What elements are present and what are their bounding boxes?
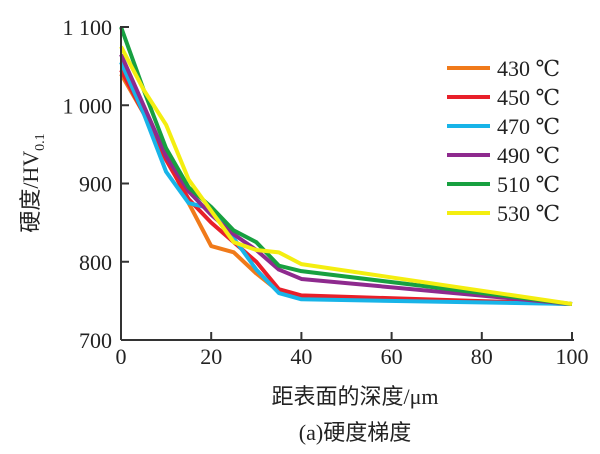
legend-label: 510 ℃ [497, 172, 560, 197]
y-axis-label: 硬度/HV0.1 [18, 133, 48, 232]
legend-label: 470 ℃ [497, 114, 560, 139]
chart-title: (a)硬度梯度 [299, 420, 411, 445]
series-line-530 [119, 45, 573, 306]
y-tick-label: 700 [79, 328, 112, 353]
legend-label: 430 ℃ [497, 56, 560, 81]
y-tick-label: 1 000 [63, 93, 113, 118]
x-tick-label: 60 [381, 344, 403, 369]
series-line-510 [119, 26, 573, 306]
y-tick-label: 800 [79, 250, 112, 275]
y-tick-label: 900 [79, 172, 112, 197]
legend-label: 530 ℃ [497, 201, 560, 226]
y-tick-label: 1 100 [63, 15, 113, 40]
x-tick-label: 100 [556, 344, 589, 369]
x-tick-label: 0 [116, 344, 127, 369]
legend-label: 450 ℃ [497, 85, 560, 110]
x-tick-label: 80 [471, 344, 493, 369]
legend-label: 490 ℃ [497, 143, 560, 168]
series-line-450 [119, 69, 573, 307]
x-axis-label: 距表面的深度/μm [271, 384, 438, 409]
x-tick-label: 20 [200, 344, 222, 369]
x-tick-label: 40 [290, 344, 312, 369]
